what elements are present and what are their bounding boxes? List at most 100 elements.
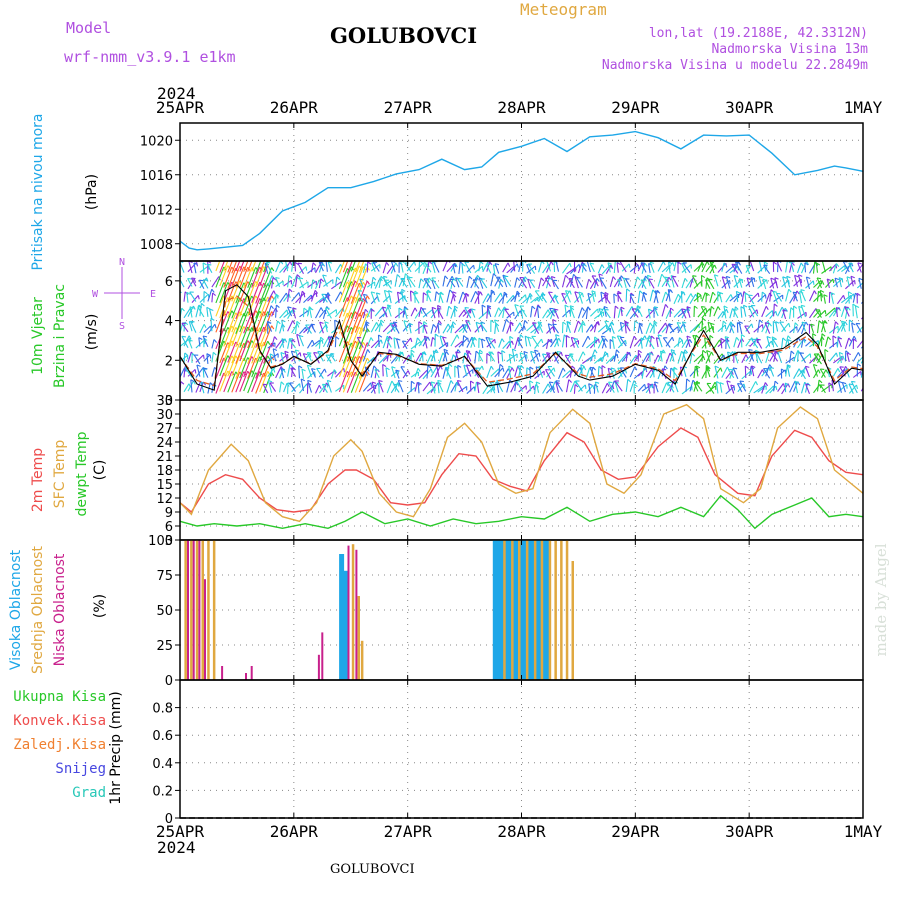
wind-barb-tick (418, 321, 423, 325)
wind-barb-tick (679, 337, 683, 341)
wind-barb (585, 306, 589, 320)
wind-barb (809, 290, 815, 302)
wind-barb (342, 342, 352, 364)
wind-barb (805, 338, 814, 347)
wind-barb-tick (420, 278, 424, 282)
wind-barb (183, 383, 190, 393)
wind-barb-tick (651, 384, 654, 389)
wind-barb (292, 307, 297, 319)
wind-barb-tick (399, 351, 404, 355)
wind-barb (219, 355, 229, 377)
wind-barb (472, 279, 480, 289)
wind-barb (569, 380, 576, 393)
wind-barb-tick (287, 306, 292, 309)
wind-barb (661, 291, 667, 303)
wind-barb (463, 365, 468, 377)
wind-barb-tick (620, 321, 625, 325)
wind-barb-tick (190, 320, 195, 323)
wind-barb (243, 356, 253, 378)
wind-barb-tick (497, 351, 502, 355)
wind-barb (573, 292, 583, 304)
wind-barb (346, 261, 353, 274)
wind-barb (661, 368, 667, 380)
wind-barb-tick (609, 322, 615, 325)
wind-barb-tick (292, 307, 297, 310)
wind-barb (824, 278, 834, 288)
wind-barb (207, 289, 213, 302)
wind-barb (661, 264, 670, 273)
product-title: Meteogram (520, 0, 607, 19)
wind-barb-tick (452, 277, 457, 282)
wind-barb-tick (758, 275, 763, 279)
wind-barb-tick (444, 275, 449, 280)
wind-barb-tick (357, 289, 363, 292)
wind-barb (605, 369, 616, 378)
wind-barb (446, 276, 453, 287)
wind-barb-tick (320, 307, 324, 312)
time-label-bottom: 25APR (156, 822, 205, 841)
wind-barb (190, 320, 197, 333)
wind-barb (287, 275, 290, 288)
wind-barb-tick (435, 349, 439, 354)
wind-barb (548, 381, 555, 394)
wind-barb (737, 383, 743, 393)
wind-barb (730, 384, 735, 394)
wind-barb-tick (662, 261, 666, 266)
wind-barb (619, 367, 627, 378)
wind-barb-tick (743, 304, 748, 308)
wind-ylabel-1: 10m Vjetar (30, 297, 46, 375)
wind-barb (371, 262, 376, 272)
wind-barb (266, 322, 273, 332)
y-tick-label: 6 (165, 520, 173, 535)
cloud-mid-bar (503, 540, 506, 680)
wind-barb (311, 339, 320, 347)
wind-barb (838, 352, 842, 364)
wind-barb-tick (560, 351, 563, 356)
wind-barb-tick (794, 274, 799, 278)
wind-barb (295, 293, 305, 304)
wind-barb-tick (668, 261, 673, 265)
wind-barb (709, 292, 714, 303)
wind-barb (664, 276, 671, 288)
wind-barb (805, 280, 814, 289)
wind-barb (227, 355, 237, 377)
wind-barb-tick (203, 279, 208, 281)
wind-barb (549, 381, 556, 393)
y-tick-label: 21 (156, 450, 173, 465)
wind-barb-tick (735, 306, 739, 310)
wind-barb (346, 280, 356, 302)
cloud-mid-bar (554, 540, 557, 680)
wind-barb-tick (275, 293, 280, 297)
wind-barb (692, 275, 699, 287)
wind-barb-tick (355, 253, 357, 256)
wind-barb (387, 290, 392, 304)
wind-barb-tick (589, 262, 595, 265)
wind-barb-tick (214, 324, 217, 329)
wind-barb (474, 365, 483, 377)
wind-barb (653, 381, 659, 393)
wind-barb (437, 382, 440, 394)
wind-barb-tick (494, 263, 500, 266)
wind-barb (629, 264, 639, 273)
wind-barb (733, 278, 743, 288)
wind-barb (799, 291, 803, 304)
wind-barb-tick (535, 381, 541, 385)
wind-barb-tick (769, 366, 775, 369)
wind-barb-tick (793, 305, 798, 309)
wind-barb (393, 337, 396, 349)
wind-barb-tick (292, 320, 296, 325)
wind-barb-tick (206, 353, 211, 357)
wind-barb (647, 383, 651, 394)
wind-barb-tick (764, 382, 769, 387)
wind-barb-tick (411, 380, 415, 385)
wind-barb-tick (380, 275, 385, 280)
wind-barb (534, 338, 542, 349)
wind-barb (856, 356, 863, 364)
wind-barb-tick (464, 261, 469, 264)
wind-barb-tick (416, 337, 421, 342)
wind-barb-tick (267, 355, 271, 360)
temp-ylabel-2m: 2m Temp (30, 448, 46, 512)
wind-barb-tick (493, 273, 497, 277)
wind-barb (809, 340, 819, 348)
